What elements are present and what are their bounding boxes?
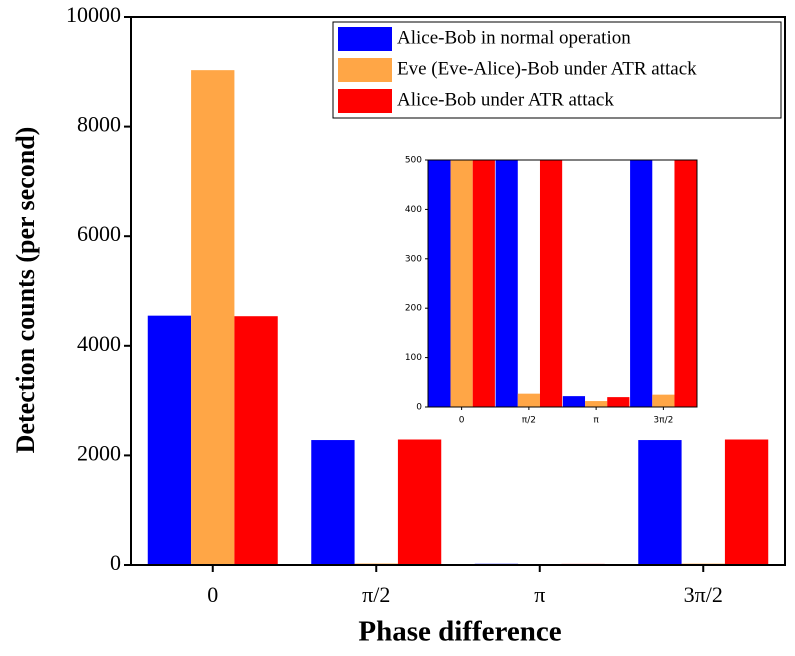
legend-box — [332, 21, 782, 119]
y-tick-label: 100 — [405, 353, 422, 363]
plot-frame — [130, 16, 786, 566]
y-tick-label: 10000 — [66, 2, 121, 27]
y-tick-label: 0 — [416, 403, 422, 413]
legend-swatch — [338, 58, 392, 82]
bar — [147, 315, 192, 565]
bar — [397, 439, 442, 565]
bar — [450, 160, 473, 407]
bar — [428, 160, 451, 407]
bar — [191, 70, 235, 565]
bar — [630, 160, 653, 407]
x-tick-label: 0 — [459, 416, 465, 426]
x-tick-label: π/2 — [362, 582, 390, 607]
legend-swatch — [338, 89, 392, 113]
bar — [652, 394, 675, 407]
bar — [674, 160, 697, 407]
bar — [724, 439, 769, 565]
y-tick-label: 0 — [110, 550, 121, 575]
y-tick-label: 6000 — [77, 221, 121, 246]
y-tick-label: 8000 — [77, 112, 121, 137]
x-tick-label: π — [593, 416, 599, 426]
bar — [311, 440, 355, 565]
y-tick-label: 400 — [405, 205, 422, 215]
y-tick-label: 2000 — [77, 440, 121, 465]
y-tick-label: 300 — [405, 254, 422, 264]
y-tick-label: 500 — [405, 156, 422, 166]
bar — [585, 401, 608, 407]
plot-frame — [427, 159, 698, 408]
x-tick-label: π/2 — [522, 416, 536, 426]
y-tick-label: 200 — [405, 304, 422, 314]
legend-swatch — [338, 27, 392, 51]
bar — [234, 316, 278, 565]
legend-label: Alice-Bob in normal operation — [397, 27, 631, 48]
y-tick-label: 4000 — [77, 331, 121, 356]
legend-label: Alice-Bob under ATR attack — [397, 89, 614, 110]
bar — [495, 160, 518, 407]
x-tick-label: 3π/2 — [653, 416, 673, 426]
bar — [562, 396, 586, 407]
bar — [607, 397, 630, 407]
x-tick-label: 3π/2 — [684, 582, 723, 607]
bar — [638, 440, 682, 565]
x-tick-label: π — [534, 582, 545, 607]
bar — [517, 393, 540, 407]
y-axis-label: Detection counts (per second) — [11, 127, 40, 454]
bar — [539, 160, 563, 407]
x-tick-label: 0 — [207, 582, 218, 607]
main-bars — [147, 70, 769, 565]
inset-bars — [428, 160, 697, 407]
bar — [472, 160, 495, 407]
x-axis-label: Phase difference — [358, 616, 561, 648]
legend-label: Eve (Eve-Alice)-Bob under ATR attack — [397, 58, 697, 79]
